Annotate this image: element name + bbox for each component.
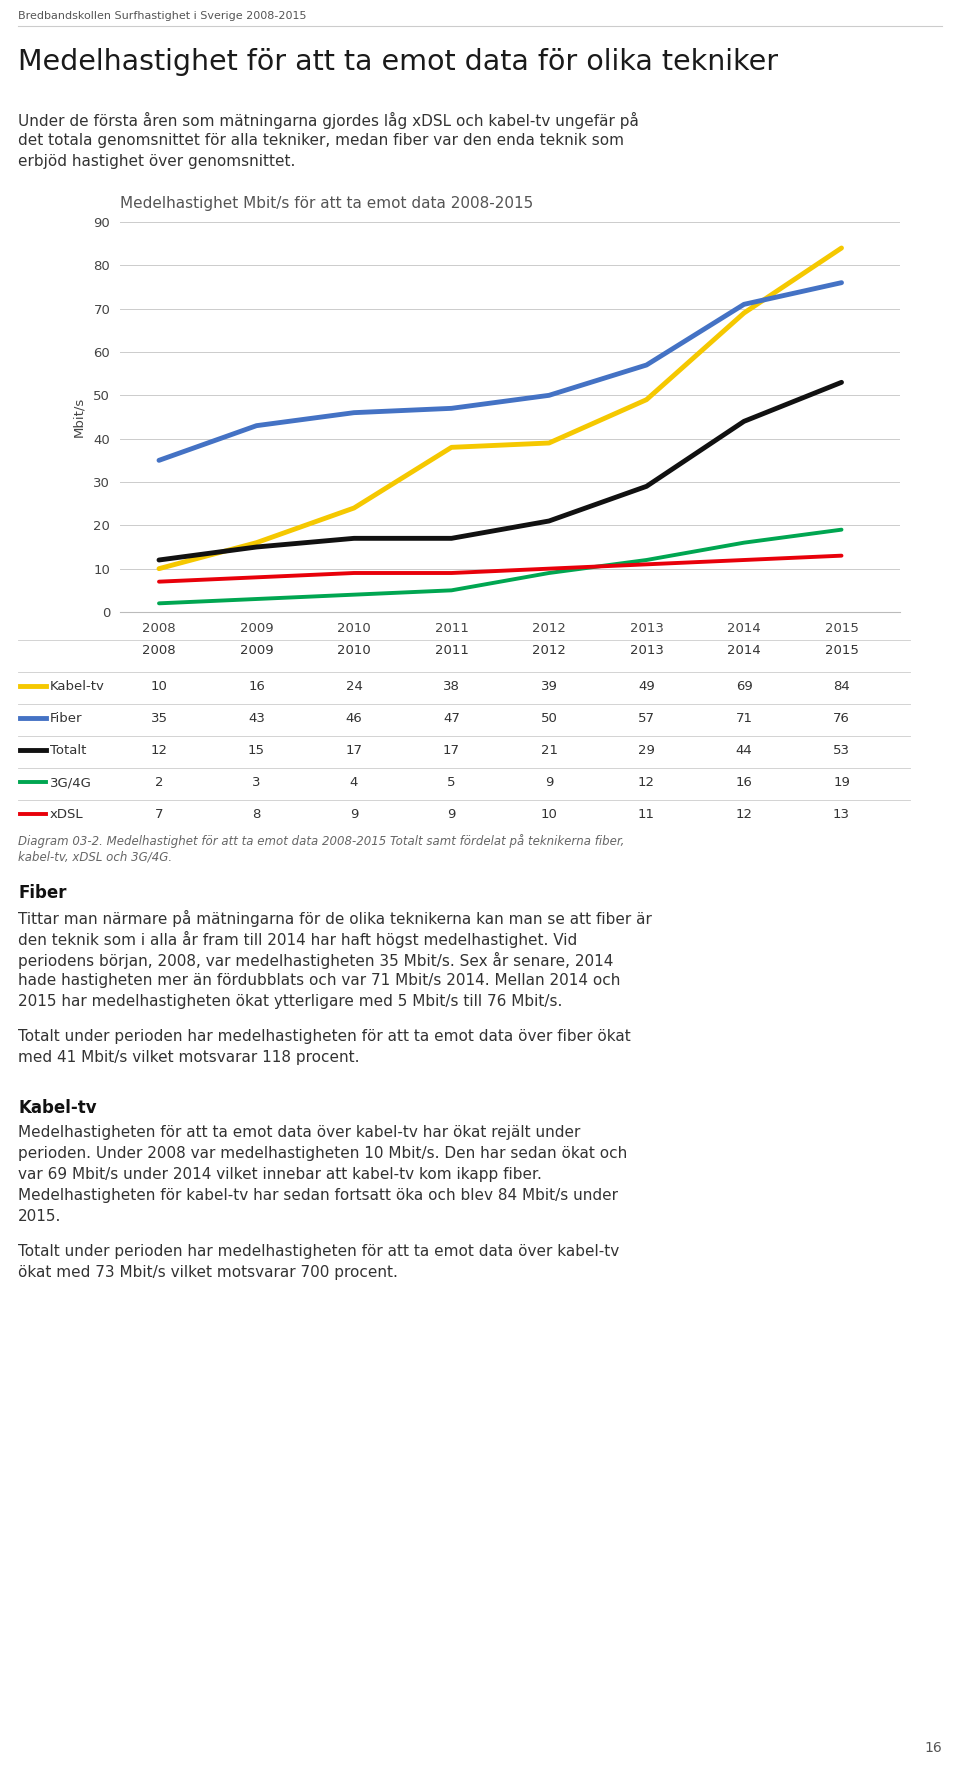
Text: erbjöd hastighet över genomsnittet.: erbjöd hastighet över genomsnittet. [18, 154, 296, 168]
Text: perioden. Under 2008 var medelhastigheten 10 Mbit/s. Den har sedan ökat och: perioden. Under 2008 var medelhastighete… [18, 1145, 627, 1161]
Text: Diagram 03-2. Medelhastighet för att ta emot data 2008-2015 Totalt samt fördelat: Diagram 03-2. Medelhastighet för att ta … [18, 833, 624, 847]
Text: 10: 10 [151, 681, 167, 693]
Text: 3: 3 [252, 777, 261, 789]
Text: 16: 16 [248, 681, 265, 693]
Text: 57: 57 [638, 713, 655, 725]
Text: Totalt: Totalt [50, 745, 86, 757]
Text: Kabel-tv: Kabel-tv [50, 681, 105, 693]
Text: 44: 44 [735, 745, 753, 757]
Text: xDSL: xDSL [50, 808, 84, 821]
Text: Bredbandskollen Surfhastighet i Sverige 2008-2015: Bredbandskollen Surfhastighet i Sverige … [18, 11, 306, 21]
Text: 19: 19 [833, 777, 850, 789]
Text: Medelhastigheten för kabel-tv har sedan fortsatt öka och blev 84 Mbit/s under: Medelhastigheten för kabel-tv har sedan … [18, 1188, 618, 1204]
Text: 53: 53 [833, 745, 850, 757]
Text: 2008: 2008 [142, 644, 176, 658]
Text: 2013: 2013 [630, 644, 663, 658]
Text: 2015 har medelhastigheten ökat ytterligare med 5 Mbit/s till 76 Mbit/s.: 2015 har medelhastigheten ökat ytterliga… [18, 995, 563, 1009]
Text: 13: 13 [833, 808, 850, 821]
Y-axis label: Mbit/s: Mbit/s [72, 397, 85, 438]
Text: Fiber: Fiber [50, 713, 83, 725]
Text: 76: 76 [833, 713, 850, 725]
Text: 3G/4G: 3G/4G [50, 777, 92, 789]
Text: 9: 9 [545, 777, 553, 789]
Text: 2009: 2009 [240, 644, 274, 658]
Text: 2014: 2014 [727, 644, 761, 658]
Text: 17: 17 [346, 745, 363, 757]
Text: kabel-tv, xDSL och 3G/4G.: kabel-tv, xDSL och 3G/4G. [18, 851, 172, 863]
Text: Fiber: Fiber [18, 885, 66, 902]
Text: 21: 21 [540, 745, 558, 757]
Text: var 69 Mbit/s under 2014 vilket innebar att kabel-tv kom ikapp fiber.: var 69 Mbit/s under 2014 vilket innebar … [18, 1167, 541, 1183]
Text: 2015.: 2015. [18, 1209, 61, 1223]
Text: 2: 2 [155, 777, 163, 789]
Text: Medelhastighet Mbit/s för att ta emot data 2008-2015: Medelhastighet Mbit/s för att ta emot da… [120, 197, 533, 211]
Text: 71: 71 [735, 713, 753, 725]
Text: hade hastigheten mer än fördubblats och var 71 Mbit/s 2014. Mellan 2014 och: hade hastigheten mer än fördubblats och … [18, 973, 620, 988]
Text: 7: 7 [155, 808, 163, 821]
Text: 2010: 2010 [337, 644, 371, 658]
Text: 15: 15 [248, 745, 265, 757]
Text: 46: 46 [346, 713, 362, 725]
Text: 50: 50 [540, 713, 558, 725]
Text: 5: 5 [447, 777, 456, 789]
Text: 9: 9 [447, 808, 456, 821]
Text: det totala genomsnittet för alla tekniker, medan fiber var den enda teknik som: det totala genomsnittet för alla teknike… [18, 133, 624, 147]
Text: Totalt under perioden har medelhastigheten för att ta emot data över fiber ökat: Totalt under perioden har medelhastighet… [18, 1028, 631, 1044]
Text: periodens början, 2008, var medelhastigheten 35 Mbit/s. Sex år senare, 2014: periodens början, 2008, var medelhastigh… [18, 952, 613, 970]
Text: 2015: 2015 [825, 644, 858, 658]
Text: 16: 16 [924, 1741, 942, 1755]
Text: Medelhastighet för att ta emot data för olika tekniker: Medelhastighet för att ta emot data för … [18, 48, 779, 76]
Text: 16: 16 [735, 777, 753, 789]
Text: 11: 11 [638, 808, 655, 821]
Text: 69: 69 [735, 681, 753, 693]
Text: 2012: 2012 [532, 644, 566, 658]
Text: 12: 12 [735, 808, 753, 821]
Text: med 41 Mbit/s vilket motsvarar 118 procent.: med 41 Mbit/s vilket motsvarar 118 proce… [18, 1050, 359, 1066]
Text: 38: 38 [444, 681, 460, 693]
Text: 2011: 2011 [435, 644, 468, 658]
Text: 35: 35 [151, 713, 167, 725]
Text: 39: 39 [540, 681, 558, 693]
Text: 47: 47 [444, 713, 460, 725]
Text: den teknik som i alla år fram till 2014 har haft högst medelhastighet. Vid: den teknik som i alla år fram till 2014 … [18, 931, 577, 949]
Text: 12: 12 [151, 745, 167, 757]
Text: 12: 12 [638, 777, 655, 789]
Text: Tittar man närmare på mätningarna för de olika teknikerna kan man se att fiber ä: Tittar man närmare på mätningarna för de… [18, 910, 652, 927]
Text: ökat med 73 Mbit/s vilket motsvarar 700 procent.: ökat med 73 Mbit/s vilket motsvarar 700 … [18, 1264, 397, 1280]
Text: Kabel-tv: Kabel-tv [18, 1099, 97, 1117]
Text: 9: 9 [349, 808, 358, 821]
Text: 49: 49 [638, 681, 655, 693]
Text: 4: 4 [349, 777, 358, 789]
Text: 84: 84 [833, 681, 850, 693]
Text: 24: 24 [346, 681, 363, 693]
Text: 29: 29 [638, 745, 655, 757]
Text: 10: 10 [540, 808, 558, 821]
Text: Totalt under perioden har medelhastigheten för att ta emot data över kabel-tv: Totalt under perioden har medelhastighet… [18, 1245, 619, 1259]
Text: Medelhastigheten för att ta emot data över kabel-tv har ökat rejält under: Medelhastigheten för att ta emot data öv… [18, 1126, 581, 1140]
Text: 17: 17 [443, 745, 460, 757]
Text: Under de första åren som mätningarna gjordes låg xDSL och kabel-tv ungefär på: Under de första åren som mätningarna gjo… [18, 112, 638, 129]
Text: 43: 43 [248, 713, 265, 725]
Text: 8: 8 [252, 808, 261, 821]
